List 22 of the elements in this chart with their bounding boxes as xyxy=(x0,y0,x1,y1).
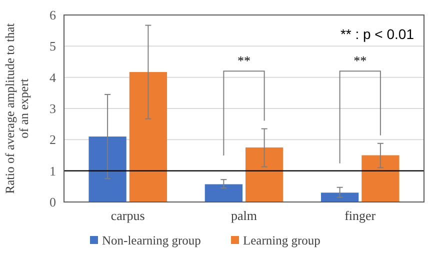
y-tick-label: 0 xyxy=(50,194,56,210)
bar xyxy=(246,147,284,202)
annotation: ** xyxy=(354,53,367,68)
y-tick-label: 2 xyxy=(50,132,56,148)
bar xyxy=(129,72,168,202)
legend-label: Non-learning group xyxy=(102,233,201,248)
bar xyxy=(362,155,400,202)
y-tick-label: 3 xyxy=(50,101,56,116)
y-tick-label: 1 xyxy=(50,163,56,178)
bar xyxy=(88,136,126,202)
annotation: ** : p < 0.01 xyxy=(340,26,414,42)
x-tick-label: palm xyxy=(231,208,257,223)
y-tick-label: 5 xyxy=(50,38,56,54)
x-tick-label: finger xyxy=(344,208,376,223)
bar xyxy=(204,184,242,202)
annotation: ** xyxy=(238,53,250,68)
y-tick-label: 4 xyxy=(50,70,56,85)
y-tick-label: 6 xyxy=(50,8,56,23)
legend-label: Learning group xyxy=(243,233,320,248)
y-axis-title: Ratio of average amplitude to that of an expert xyxy=(3,22,31,194)
bar xyxy=(320,192,359,202)
x-tick-label: carpus xyxy=(110,208,145,223)
